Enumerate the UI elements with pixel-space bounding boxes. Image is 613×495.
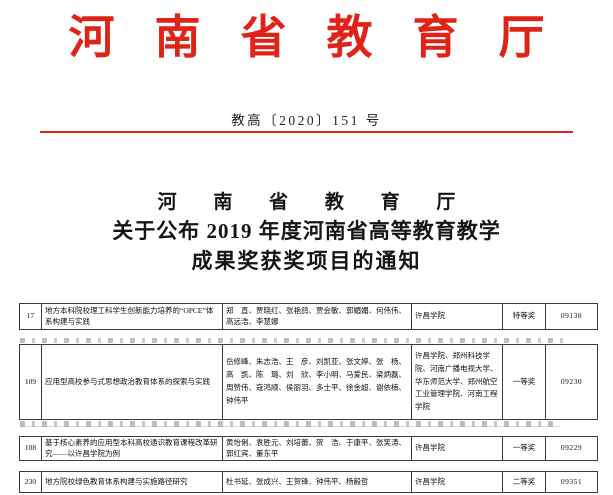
certificate-code-cell: 09351 xyxy=(560,476,583,486)
letterhead-agency-title: 河南省教育厅 xyxy=(68,12,585,63)
cropped-row-remnant xyxy=(20,338,568,343)
project-title-cell: 基于核心素养的应用型本科高校通识教育课程改革研究——以许昌学院为例 xyxy=(42,437,223,460)
college-cell: 许昌学院 xyxy=(412,437,503,460)
certificate-code-cell: 09230 xyxy=(560,376,583,386)
project-title-cell: 应用型高校参与式思想政治教育体系的探索与实践 xyxy=(42,345,223,419)
award-level-cell: 二等奖 xyxy=(503,472,546,492)
letterhead: 河南省教育厅 xyxy=(0,1,613,67)
award-level-cell: 一等奖 xyxy=(503,437,546,460)
college-cell: 许昌学院、郑州科技学院、河南广播电视大学、华东师范大学、郑州航空工业管理学院、河… xyxy=(412,345,503,419)
table-row-230: 230 地方院校绿色教育体系构建与实施路径研究 杜书延、张成兴、王贺锋、钟伟平、… xyxy=(19,471,598,493)
notice-title-agency: 河 南 省 教 育 厅 xyxy=(157,192,472,213)
college-cell: 许昌学院 xyxy=(412,304,503,329)
certificate-code-cell: 09229 xyxy=(560,443,583,453)
notice-title-line2: 关于公布 2019 年度河南省高等教育教学 xyxy=(112,219,501,243)
award-level-cell: 一等奖 xyxy=(503,345,546,419)
cropped-row-remnant xyxy=(20,421,560,427)
red-divider-rule xyxy=(40,131,573,133)
seq-cell: 109 xyxy=(20,345,42,419)
team-members-cell: 黄怡俐、袁胜元、刘培蕾、贺 浩、于康平、张笑涛、郭红宾、董东平 xyxy=(223,437,412,460)
team-members-cell: 杜书延、张成兴、王贺锋、钟伟平、杨毅哲 xyxy=(223,472,412,492)
award-level-cell: 特等奖 xyxy=(503,304,546,329)
table-row-17: 17 地方本科院校理工科学生创新能力培养的“OPCE”体系构建与实践 郑 直、贾… xyxy=(19,303,598,330)
table-row-109: 109 应用型高校参与式思想政治教育体系的探索与实践 岳修峰、朱志浩、王 彦、刘… xyxy=(19,344,598,420)
project-title-cell: 地方院校绿色教育体系构建与实施路径研究 xyxy=(42,472,223,492)
team-members-cell: 郑 直、贾晓红、张艳鸽、贾会敏、郭媚媚、何伟伟、高远浩、李慧娜 xyxy=(223,304,412,329)
seq-cell: 17 xyxy=(20,304,42,329)
table-row-108: 108 基于核心素养的应用型本科高校通识教育课程改革研究——以许昌学院为例 黄怡… xyxy=(19,436,598,461)
project-title-cell: 地方本科院校理工科学生创新能力培养的“OPCE”体系构建与实践 xyxy=(42,304,223,329)
team-members-cell: 岳修峰、朱志浩、王 彦、刘凯亚、张文婷、张 杨、高 凯、陈 璐、刘 欣、李小明、… xyxy=(223,345,412,419)
certificate-code-cell: 09138 xyxy=(560,311,583,321)
college-cell: 许昌学院 xyxy=(412,472,503,492)
seq-cell: 108 xyxy=(20,437,42,460)
notice-title-line3: 成果奖获奖项目的通知 xyxy=(191,249,422,273)
seq-cell: 230 xyxy=(20,472,42,492)
document-number: 教高〔2020〕151 号 xyxy=(231,113,382,128)
